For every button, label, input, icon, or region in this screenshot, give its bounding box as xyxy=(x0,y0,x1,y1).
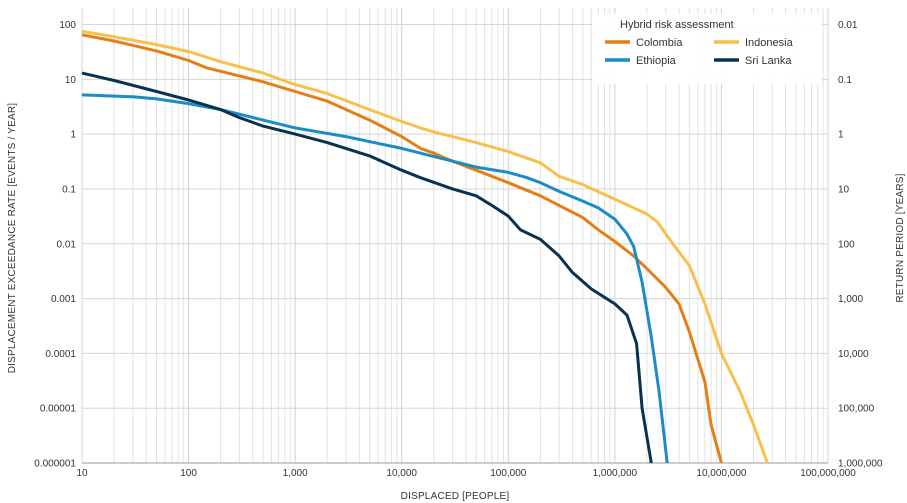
y-axis-ticks: 100 10 1 0.1 0.01 0.001 0.0001 0.00001 0.000001 xyxy=(34,20,76,469)
legend-label-ethiopia: Ethiopia xyxy=(636,55,677,67)
x-tick-label: 10,000,000 xyxy=(696,468,746,479)
y2-tick-label: 100,000 xyxy=(838,404,875,415)
y2-axis-title: RETURN PERIOD [YEARS] xyxy=(895,173,906,302)
legend-label-indonesia: Indonesia xyxy=(745,37,794,49)
y-tick-label: 1 xyxy=(70,130,76,141)
y2-tick-label: 0.1 xyxy=(838,75,852,86)
x-tick-label: 10 xyxy=(76,468,88,479)
series-line-colombia xyxy=(81,33,723,464)
x-tick-label: 1,000,000 xyxy=(593,468,638,479)
x-tick-label: 100,000,000 xyxy=(800,468,856,479)
y-tick-label: 10 xyxy=(65,75,77,86)
y-axis-title: DISPLACEMENT EXCEEDANCE RATE [EVENTS / Y… xyxy=(7,103,18,374)
y2-tick-label: 1,000,000 xyxy=(838,459,883,470)
y2-axis-ticks: 0.01 0.1 1 10 100 1,000 10,000 100,000 1,000,000 xyxy=(838,20,883,469)
y2-tick-label: 1 xyxy=(838,130,844,141)
y-tick-label: 0.00001 xyxy=(40,404,77,415)
y2-tick-label: 1,000 xyxy=(838,294,863,305)
x-axis-ticks: 10 100 1,000 10,000 100,000 1,000,000 10,000,0… xyxy=(76,468,856,479)
y2-tick-label: 0.01 xyxy=(838,20,858,31)
x-tick-label: 10,000 xyxy=(386,468,417,479)
legend-label-colombia: Colombia xyxy=(636,37,683,49)
y2-tick-label: 10 xyxy=(838,184,850,195)
series-lines xyxy=(81,29,769,464)
x-tick-label: 100,000 xyxy=(490,468,527,479)
series-line-sri-lanka xyxy=(81,71,653,464)
y-tick-label: 0.1 xyxy=(62,184,76,195)
y2-tick-label: 100 xyxy=(838,239,855,250)
legend: Hybrid risk assessment Colombia Indonesia… xyxy=(592,14,822,84)
y-tick-label: 0.000001 xyxy=(34,459,76,470)
plot-frame xyxy=(81,8,829,464)
y2-tick-label: 10,000 xyxy=(838,349,869,360)
legend-background xyxy=(592,14,822,84)
grid-lines xyxy=(81,8,829,464)
y-tick-label: 0.01 xyxy=(57,239,77,250)
legend-label-sri-lanka: Sri Lanka xyxy=(745,55,792,67)
y-tick-label: 100 xyxy=(59,20,76,31)
legend-title: Hybrid risk assessment xyxy=(620,19,734,31)
legend-items: Colombia Indonesia Ethiopia Sri Lanka xyxy=(605,37,794,67)
x-tick-label: 1,000 xyxy=(283,468,308,479)
series-line-indonesia xyxy=(81,29,769,464)
x-tick-label: 100 xyxy=(180,468,197,479)
x-axis-title: DISPLACED [PEOPLE] xyxy=(401,491,510,502)
y-tick-label: 0.001 xyxy=(51,294,76,305)
y-tick-label: 0.0001 xyxy=(45,349,76,360)
